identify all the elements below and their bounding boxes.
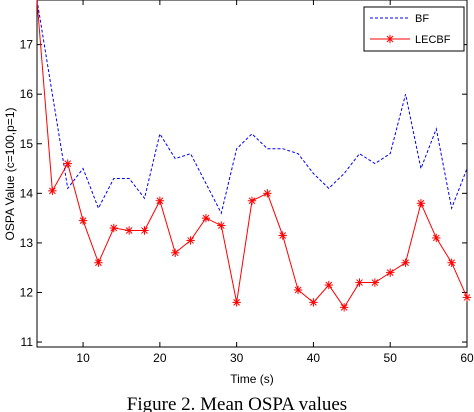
x-tick-label: 40	[307, 351, 321, 365]
data-point-lecbf	[462, 293, 472, 302]
data-point-lecbf	[78, 216, 88, 225]
data-point-lecbf	[386, 268, 395, 277]
x-tick-label: 20	[153, 351, 167, 365]
x-tick-label: 50	[384, 351, 398, 365]
data-point-lecbf	[201, 213, 211, 223]
y-axis-label: OSPA Value (c=100,p=1)	[3, 108, 17, 241]
data-point-lecbf	[309, 298, 318, 307]
data-point-lecbf	[124, 226, 134, 235]
data-point-lecbf	[94, 258, 103, 267]
data-point-lecbf	[155, 196, 165, 205]
legend: BF LECBF	[363, 6, 465, 52]
data-point-lecbf	[217, 221, 226, 230]
data-point-lecbf	[293, 285, 303, 295]
x-axis-label: Time (s)	[230, 372, 274, 386]
data-point-lecbf	[416, 199, 426, 208]
data-point-lecbf	[48, 186, 57, 196]
y-tick-label: 12	[20, 285, 34, 299]
y-tick-label: 15	[20, 137, 34, 151]
legend-label-bf: BF	[415, 13, 429, 25]
x-tick-label: 10	[76, 351, 90, 365]
data-point-lecbf	[232, 298, 241, 307]
data-point-lecbf	[140, 226, 149, 235]
data-point-lecbf	[324, 280, 333, 290]
data-point-lecbf	[339, 303, 349, 312]
data-point-lecbf	[401, 258, 410, 267]
x-tick-label: 30	[230, 351, 244, 365]
legend-label-lecbf: LECBF	[415, 34, 451, 46]
y-tick-label: 14	[20, 186, 34, 200]
data-point-lecbf	[370, 278, 380, 287]
plot-frame	[36, 0, 468, 348]
series-layer	[36, 0, 472, 312]
data-point-lecbf	[171, 248, 180, 258]
axis-ticks: 10 20 30 40 50 60 11 12 13 14 15 16 17	[20, 0, 474, 365]
data-point-lecbf	[63, 159, 72, 168]
figure-caption: Figure 2. Mean OSPA values	[127, 394, 347, 412]
data-point-lecbf	[186, 236, 195, 245]
data-point-lecbf	[447, 258, 456, 267]
x-tick-label: 60	[460, 351, 474, 365]
series-line-bf	[36, 0, 468, 215]
data-point-lecbf	[263, 189, 272, 198]
data-point-lecbf	[432, 233, 441, 243]
data-point-lecbf	[247, 196, 257, 205]
y-tick-label: 11	[21, 335, 34, 349]
y-tick-label: 16	[20, 87, 34, 101]
data-point-lecbf	[278, 231, 287, 240]
y-tick-label: 17	[20, 38, 34, 52]
data-point-lecbf	[355, 278, 364, 287]
y-tick-label: 13	[20, 236, 34, 250]
legend-marker-lecbf	[385, 34, 395, 44]
legend-box	[363, 6, 465, 52]
data-point-lecbf	[109, 223, 118, 233]
